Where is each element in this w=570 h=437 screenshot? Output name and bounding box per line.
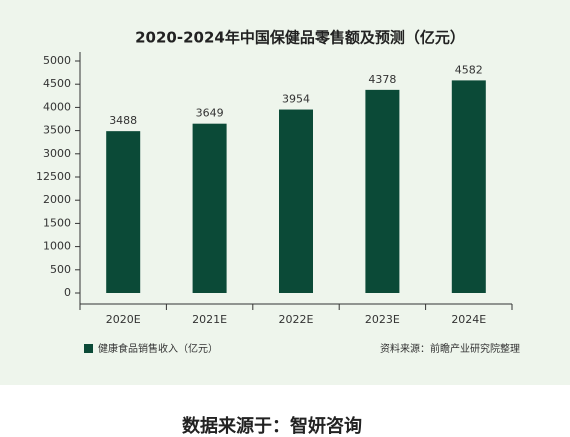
data-label: 3488 <box>109 114 137 127</box>
x-tick-label: 2020E <box>106 313 141 326</box>
bar <box>279 109 313 294</box>
footer: 数据来源于：智妍咨询 <box>182 415 362 437</box>
x-tick-label: 2024E <box>451 313 486 326</box>
chart-title: 2020-2024年中国保健品零售额及预测（亿元） <box>135 29 465 47</box>
x-tick-label: 2022E <box>279 313 314 326</box>
legend-swatch <box>84 344 93 353</box>
y-tick-label: 1500 <box>43 216 71 229</box>
y-tick-label: 3500 <box>43 124 71 137</box>
y-tick-label: 4500 <box>43 77 71 90</box>
data-label: 3649 <box>196 107 224 120</box>
x-tick-label: 2023E <box>365 313 400 326</box>
y-tick-label: 0 <box>64 286 71 299</box>
bar <box>365 89 400 293</box>
y-tick-label: 12500 <box>36 170 71 183</box>
data-label: 3954 <box>282 93 310 106</box>
bar <box>106 131 141 293</box>
y-tick-label: 2000 <box>43 193 71 206</box>
y-tick-label: 500 <box>50 263 71 276</box>
bar <box>451 80 486 293</box>
y-tick-label: 5000 <box>43 54 71 67</box>
data-label: 4582 <box>455 63 483 76</box>
y-tick-label: 1000 <box>43 240 71 253</box>
x-tick-label: 2021E <box>192 313 227 326</box>
y-tick-label: 3000 <box>43 147 71 160</box>
legend-label: 健康食品销售收入（亿元） <box>98 342 218 355</box>
data-label: 4378 <box>368 73 396 86</box>
source-note: 资料来源：前瞻产业研究院整理 <box>380 342 520 355</box>
bar <box>192 123 227 293</box>
y-tick-label: 4000 <box>43 100 71 113</box>
